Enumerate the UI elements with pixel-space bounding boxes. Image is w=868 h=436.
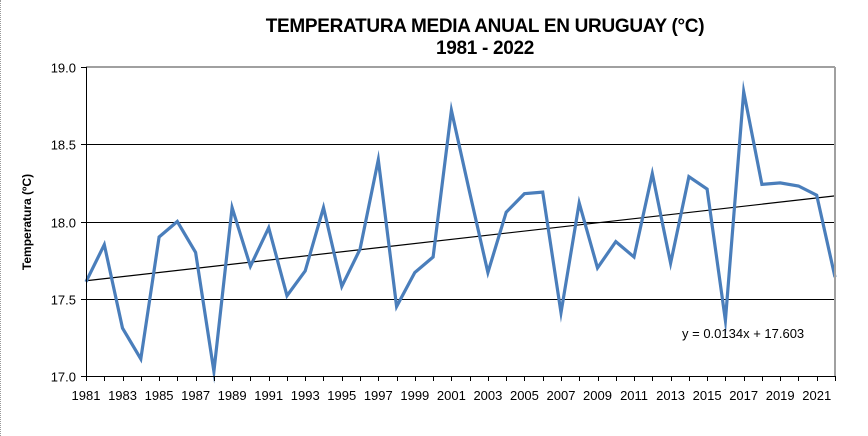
y-axis-ticks: 17.0 17.5 18.0 18.5 19.0 [51, 61, 86, 385]
x-tick-label: 2015 [693, 388, 722, 403]
chart-area-border [0, 0, 1, 436]
trendline-equation: y = 0.0134x + 17.603 [682, 326, 804, 341]
x-tick-label: 2003 [473, 388, 502, 403]
x-tick-label: 1995 [327, 388, 356, 403]
x-tick-label: 2009 [583, 388, 612, 403]
x-tick-label: 1985 [145, 388, 174, 403]
y-tick-label: 17.5 [51, 293, 76, 308]
x-tick-label: 2011 [620, 388, 648, 403]
y-tick-label: 19.0 [51, 61, 76, 76]
x-tick-label: 2019 [766, 388, 795, 403]
x-axis-ticks: 1981 1983 1985 1987 1989 1991 1993 1995 1997 1999… [72, 376, 836, 403]
x-tick-label: 1983 [108, 388, 137, 403]
x-tick-label: 1987 [181, 388, 210, 403]
x-tick-label: 1981 [72, 388, 101, 403]
x-tick-label: 2017 [729, 388, 758, 403]
x-tick-label: 2001 [437, 388, 466, 403]
x-tick-label: 1999 [400, 388, 429, 403]
x-tick-label: 2021 [802, 388, 831, 403]
series-line [84, 79, 837, 384]
x-tick-label: 1993 [291, 388, 320, 403]
chart-subtitle: 1981 - 2022 [435, 38, 535, 59]
y-tick-label: 18.0 [51, 216, 76, 231]
y-axis-label: Temperatura (ºC) [20, 174, 34, 270]
x-tick-label: 1997 [364, 388, 393, 403]
axes [81, 66, 836, 381]
x-tick-label: 2005 [510, 388, 539, 403]
y-tick-label: 17.0 [51, 370, 76, 385]
y-tick-label: 18.5 [51, 138, 76, 153]
x-tick-label: 2013 [656, 388, 685, 403]
series-group [84, 79, 837, 384]
x-tick-label: 1991 [254, 388, 283, 403]
x-tick-label: 1989 [218, 388, 247, 403]
x-tick-label: 2007 [547, 388, 576, 403]
chart-title: TEMPERATURA MEDIA ANUAL EN URUGUAY (°C) [265, 16, 705, 37]
